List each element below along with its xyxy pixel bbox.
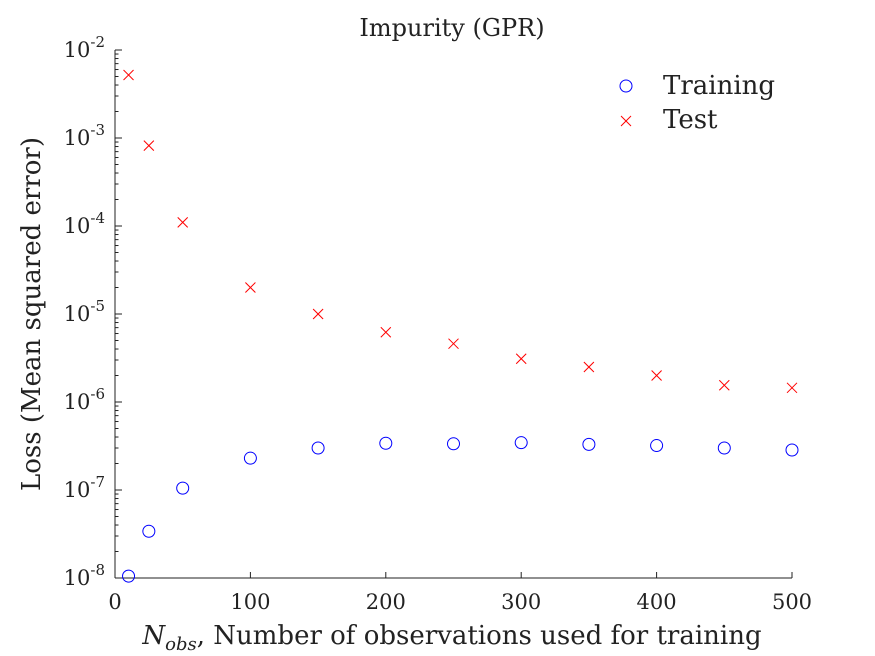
test-point [718, 379, 730, 391]
x-ticks: 0 100 200 300 400 500 [108, 572, 812, 614]
training-point [243, 451, 257, 465]
x-tick-label: 300 [501, 590, 541, 614]
x-axis-label-subscript: obs [165, 634, 197, 655]
training-point [122, 569, 136, 583]
x-tick-label: 0 [108, 590, 121, 614]
test-point [143, 140, 155, 151]
legend-training-label: Training [663, 71, 775, 101]
training-point [142, 524, 156, 538]
test-point [380, 326, 392, 338]
training-point [514, 436, 528, 450]
training-point [650, 439, 664, 453]
test-point [786, 382, 798, 394]
x-tick-label: 100 [230, 590, 270, 614]
training-point [717, 441, 731, 455]
y-tick-label: 10-8 [64, 561, 105, 590]
training-point [447, 437, 460, 451]
y-ticks: 10-8 10-7 10-6 10-5 10-4 10-3 10-2 [64, 33, 122, 590]
x-axis-label-symbol: N [141, 621, 166, 651]
test-point [245, 282, 256, 293]
x-axis-label: Nobs, Number of observations used for tr… [141, 621, 761, 655]
x-axis-label-text: , Number of observations used for traini… [197, 621, 762, 651]
y-tick-label: 10-3 [64, 121, 105, 150]
data-points [122, 69, 799, 583]
test-point [123, 69, 134, 81]
training-point [379, 436, 393, 450]
y-tick-label: 10-5 [64, 297, 105, 326]
y-axis-label: Loss (Mean squared error) [17, 137, 47, 491]
x-tick-label: 400 [637, 590, 677, 614]
y-tick-label: 10-4 [64, 209, 105, 238]
training-point [785, 443, 799, 457]
chart-title: Impurity (GPR) [359, 14, 544, 42]
test-point [651, 370, 662, 381]
legend-test-marker [620, 115, 632, 127]
training-point [311, 441, 325, 455]
test-point [583, 361, 595, 373]
y-tick-label: 10-7 [64, 473, 105, 502]
test-point [177, 217, 189, 228]
y-tick-label: 10-6 [64, 385, 105, 414]
y-tick-label: 10-2 [64, 33, 105, 62]
x-tick-label: 200 [366, 590, 406, 614]
test-point [448, 338, 459, 350]
training-point [176, 481, 190, 495]
legend: Training Test [619, 71, 775, 135]
test-point [312, 308, 324, 320]
legend-training-marker [619, 79, 633, 93]
x-tick-label: 500 [772, 590, 812, 614]
training-point [582, 437, 596, 451]
legend-test-label: Test [663, 105, 718, 135]
test-point [515, 353, 527, 365]
